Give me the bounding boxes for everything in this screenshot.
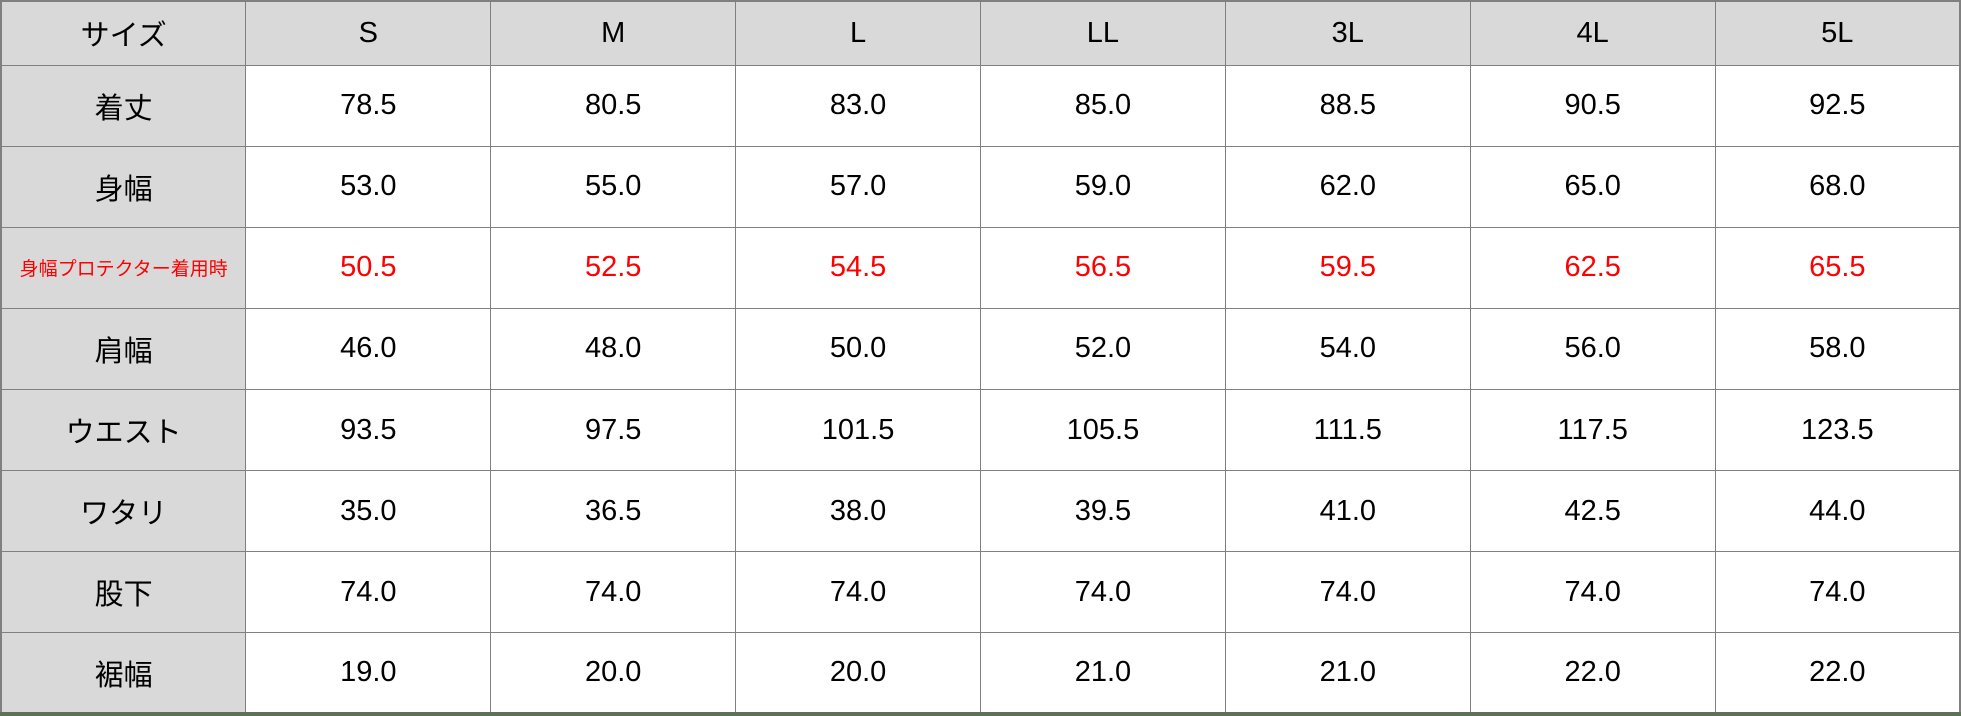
row-label: 身幅プロテクター着用時	[0, 226, 247, 309]
measurement-cell: 74.0	[1224, 551, 1471, 634]
measurement-cell: 20.0	[490, 632, 737, 715]
table-row: ワタリ 35.0 36.5 38.0 39.5 41.0 42.5 44.0	[0, 470, 1961, 553]
table-row: 身幅 53.0 55.0 57.0 59.0 62.0 65.0 68.0	[0, 145, 1961, 228]
measurement-cell: 54.0	[1224, 307, 1471, 391]
measurement-cell: 41.0	[1224, 470, 1471, 553]
table-row: 着丈 78.5 80.5 83.0 85.0 88.5 90.5 92.5	[0, 64, 1961, 147]
column-header-LL: LL	[980, 0, 1226, 66]
measurement-cell: 74.0	[490, 551, 737, 634]
measurement-cell: 35.0	[245, 470, 492, 553]
measurement-cell: 62.0	[1224, 145, 1471, 228]
measurement-cell: 44.0	[1714, 470, 1961, 553]
measurement-cell: 74.0	[1469, 551, 1716, 634]
measurement-cell: 50.0	[735, 307, 981, 391]
measurement-cell: 74.0	[245, 551, 492, 634]
table-row: ウエスト 93.5 97.5 101.5 105.5 111.5 117.5 123.5	[0, 388, 1961, 472]
measurement-cell: 68.0	[1714, 145, 1961, 228]
measurement-cell: 22.0	[1714, 632, 1961, 715]
measurement-cell: 88.5	[1224, 64, 1471, 147]
measurement-cell: 53.0	[245, 145, 492, 228]
measurement-cell: 78.5	[245, 64, 492, 147]
measurement-cell: 83.0	[735, 64, 981, 147]
measurement-cell: 22.0	[1469, 632, 1716, 715]
size-chart-body: 着丈 78.5 80.5 83.0 85.0 88.5 90.5 92.5 身幅 53.0 55.0…	[0, 64, 1961, 715]
measurement-cell: 85.0	[980, 64, 1226, 147]
measurement-cell: 59.5	[1224, 226, 1471, 309]
measurement-cell: 62.5	[1469, 226, 1716, 309]
measurement-cell: 57.0	[735, 145, 981, 228]
measurement-cell: 101.5	[735, 388, 981, 472]
measurement-cell: 38.0	[735, 470, 981, 553]
row-label: 肩幅	[0, 307, 247, 391]
measurement-cell: 55.0	[490, 145, 737, 228]
measurement-cell: 92.5	[1714, 64, 1961, 147]
measurement-cell: 39.5	[980, 470, 1226, 553]
measurement-cell: 117.5	[1469, 388, 1716, 472]
column-header-5L: 5L	[1714, 0, 1961, 66]
table-row: 肩幅 46.0 48.0 50.0 52.0 54.0 56.0 58.0	[0, 307, 1961, 391]
row-label: 股下	[0, 551, 247, 634]
column-header-4L: 4L	[1469, 0, 1716, 66]
measurement-cell: 105.5	[980, 388, 1226, 472]
column-header-M: M	[490, 0, 737, 66]
size-chart-header: サイズ S M L LL 3L 4L 5L	[0, 0, 1961, 66]
measurement-cell: 74.0	[980, 551, 1226, 634]
measurement-cell: 46.0	[245, 307, 492, 391]
row-label: ウエスト	[0, 388, 247, 472]
header-row: サイズ S M L LL 3L 4L 5L	[0, 0, 1961, 66]
table-row: 裾幅 19.0 20.0 20.0 21.0 21.0 22.0 22.0	[0, 632, 1961, 715]
measurement-cell: 111.5	[1224, 388, 1471, 472]
measurement-cell: 52.5	[490, 226, 737, 309]
measurement-cell: 36.5	[490, 470, 737, 553]
measurement-cell: 56.5	[980, 226, 1226, 309]
measurement-cell: 90.5	[1469, 64, 1716, 147]
row-label: 裾幅	[0, 632, 247, 715]
measurement-cell: 21.0	[1224, 632, 1471, 715]
row-label: 身幅	[0, 145, 247, 228]
measurement-cell: 52.0	[980, 307, 1226, 391]
measurement-cell: 56.0	[1469, 307, 1716, 391]
measurement-cell: 97.5	[490, 388, 737, 472]
measurement-cell: 50.5	[245, 226, 492, 309]
measurement-cell: 74.0	[1714, 551, 1961, 634]
measurement-cell: 19.0	[245, 632, 492, 715]
row-label: ワタリ	[0, 470, 247, 553]
measurement-cell: 74.0	[735, 551, 981, 634]
measurement-cell: 59.0	[980, 145, 1226, 228]
corner-header-size: サイズ	[0, 0, 247, 66]
column-header-3L: 3L	[1224, 0, 1471, 66]
measurement-cell: 123.5	[1714, 388, 1961, 472]
column-header-L: L	[735, 0, 981, 66]
measurement-cell: 58.0	[1714, 307, 1961, 391]
measurement-cell: 93.5	[245, 388, 492, 472]
measurement-cell: 20.0	[735, 632, 981, 715]
measurement-cell: 21.0	[980, 632, 1226, 715]
measurement-cell: 42.5	[1469, 470, 1716, 553]
measurement-cell: 65.5	[1714, 226, 1961, 309]
measurement-cell: 54.5	[735, 226, 981, 309]
measurement-cell: 80.5	[490, 64, 737, 147]
row-label: 着丈	[0, 64, 247, 147]
measurement-cell: 48.0	[490, 307, 737, 391]
table-row: 股下 74.0 74.0 74.0 74.0 74.0 74.0 74.0	[0, 551, 1961, 634]
table-row: 身幅プロテクター着用時 50.5 52.5 54.5 56.5 59.5 62.5 65.5	[0, 226, 1961, 309]
column-header-S: S	[245, 0, 492, 66]
measurement-cell: 65.0	[1469, 145, 1716, 228]
